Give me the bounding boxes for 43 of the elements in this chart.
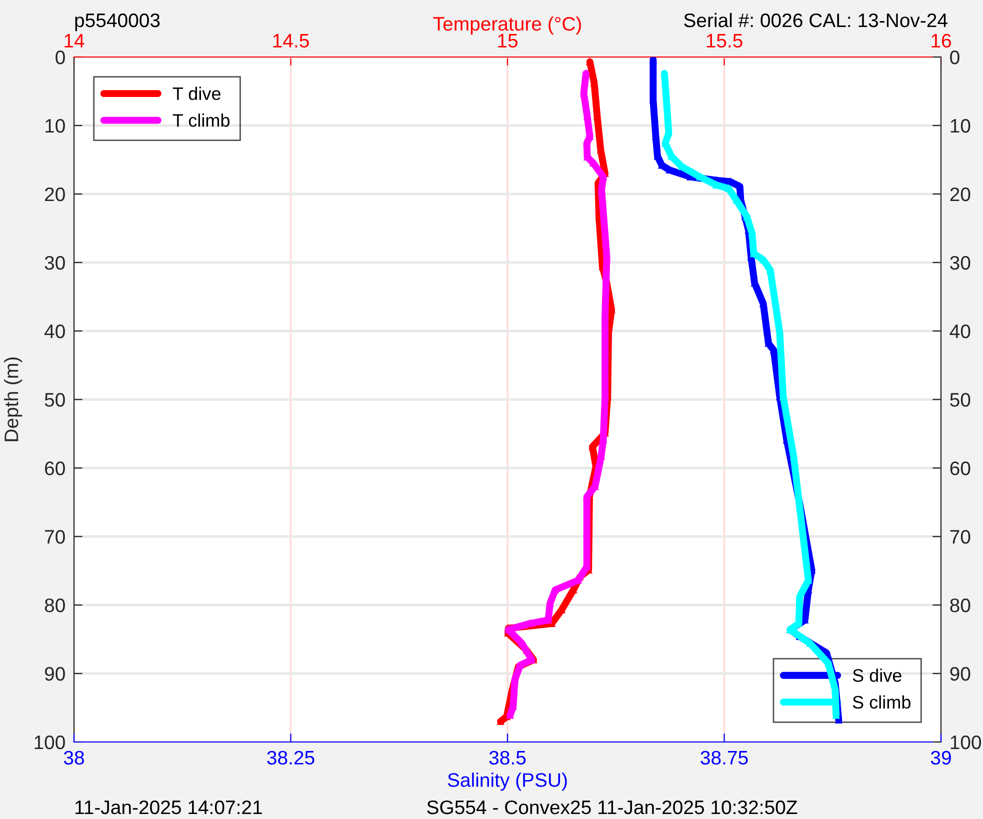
y-tick-label: 20 xyxy=(45,187,65,202)
x-tick-label: 38.75 xyxy=(700,750,748,765)
x2-tick-label: 15 xyxy=(498,34,518,48)
y2-tick-label: 70 xyxy=(950,530,970,544)
x2-tick-label: 14.5 xyxy=(273,34,309,48)
y-axis-title: Depth (m) xyxy=(4,357,22,442)
y-tick-label: 10 xyxy=(46,118,65,133)
y-tick-label: 100 xyxy=(34,735,65,750)
y-tick-label: 40 xyxy=(44,324,65,338)
y-tick-label: 60 xyxy=(45,461,65,476)
legend-label: S dive xyxy=(852,668,902,682)
text: Serial #: 0026 CAL: 13-Nov-24 xyxy=(684,12,948,28)
y-tick-label: 70 xyxy=(45,530,65,544)
y2-tick-label: 30 xyxy=(950,256,970,270)
text: p5540003 xyxy=(75,13,160,32)
x-tick-label: 39 xyxy=(930,750,951,765)
y2-tick-label: 20 xyxy=(950,187,970,202)
legend-label: S climb xyxy=(852,695,910,709)
x2-tick-label: 14 xyxy=(64,34,84,48)
y2-tick-label: 10 xyxy=(950,118,970,133)
x-tick-label: 38.5 xyxy=(489,750,526,765)
text: 11-Jan-2025 14:07:21 xyxy=(75,800,262,814)
x-axis-title: Salinity (PSU) xyxy=(448,772,567,791)
y2-tick-label: 50 xyxy=(950,392,970,407)
legend-label: T dive xyxy=(172,86,220,100)
y2-tick-label: 60 xyxy=(950,461,970,476)
x2-tick-label: 16 xyxy=(932,34,951,48)
y-tick-label: 80 xyxy=(44,598,65,612)
legend-label: T climb xyxy=(172,114,230,127)
y2-tick-label: 40 xyxy=(950,324,970,338)
x-tick-label: 38 xyxy=(64,750,84,765)
text: SG554 - Convex25 11-Jan-2025 10:32:50Z xyxy=(427,800,798,814)
x2-tick-label: 15.5 xyxy=(706,34,742,48)
x2-axis-title: Temperature (°C) xyxy=(433,16,581,35)
y-tick-label: 50 xyxy=(44,392,65,407)
y2-tick-label: 90 xyxy=(950,666,970,681)
y2-tick-label: 100 xyxy=(950,735,982,750)
y2-tick-label: 80 xyxy=(950,598,970,612)
y-tick-label: 30 xyxy=(44,256,65,270)
y-tick-label: 0 xyxy=(56,50,65,64)
x-tick-label: 38.25 xyxy=(267,750,314,765)
y2-tick-label: 0 xyxy=(950,50,960,64)
y-tick-label: 90 xyxy=(44,666,65,681)
